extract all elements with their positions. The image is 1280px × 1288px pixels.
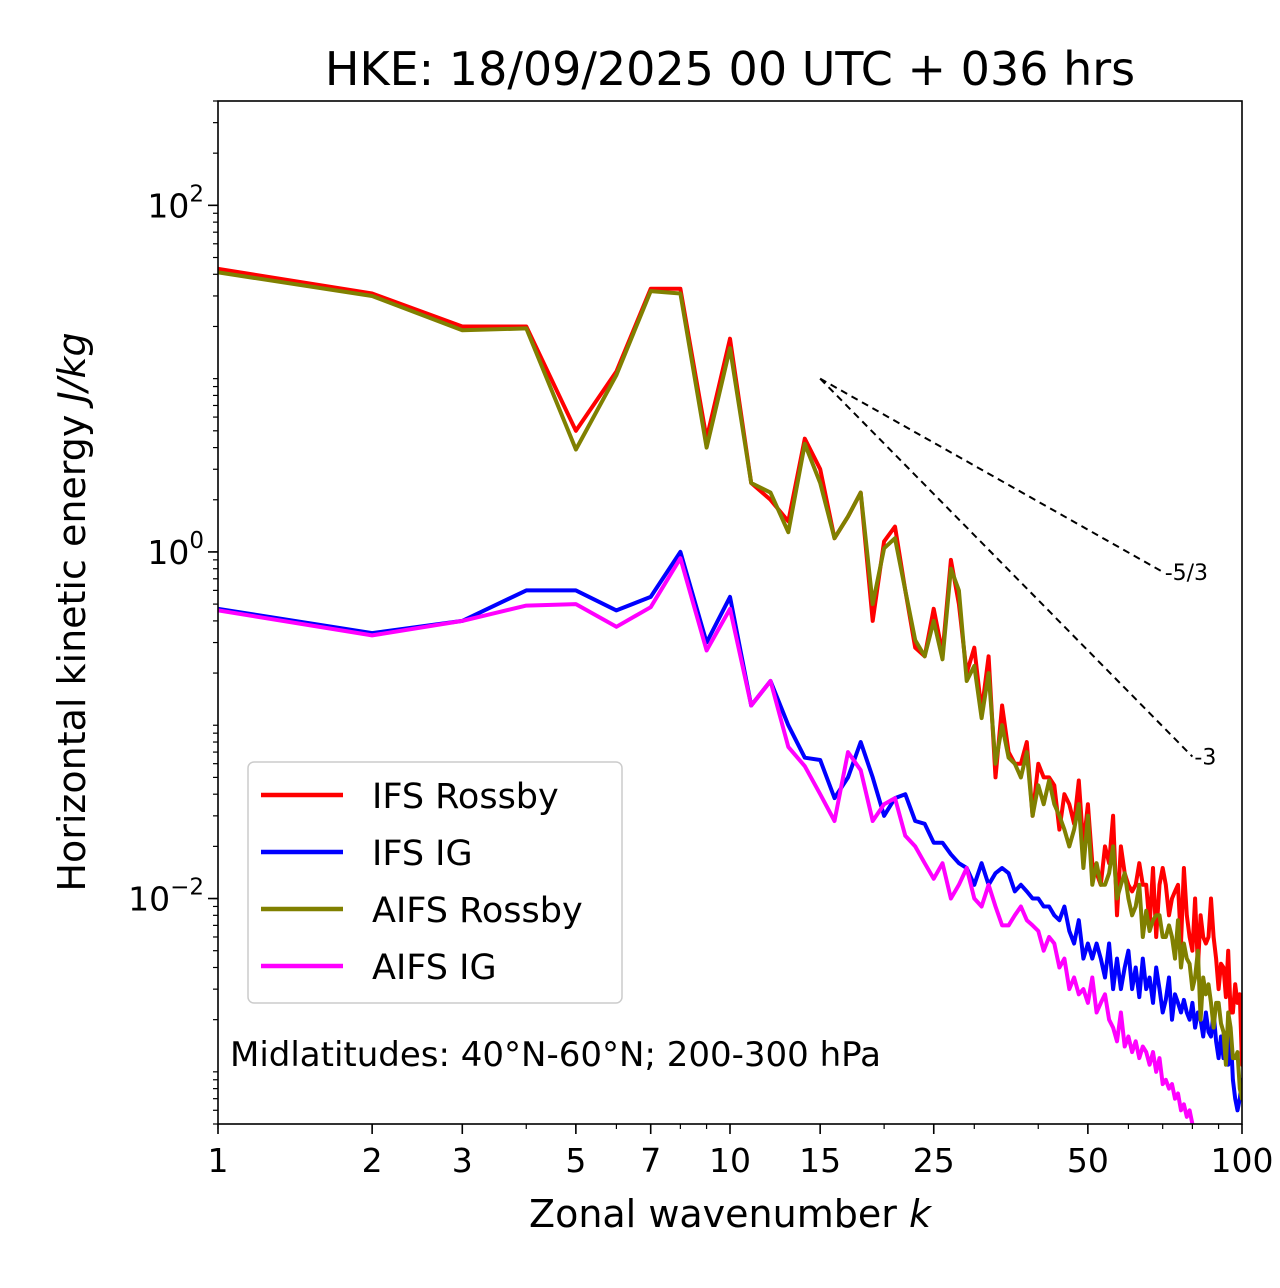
x-tick-label: 10 <box>709 1141 751 1180</box>
legend-label: IFS IG <box>372 834 473 874</box>
slope-line <box>819 377 1164 573</box>
reference-slopes: -5/3 -3 <box>819 377 1216 771</box>
x-tick-labels: 1 2 3 5 7 10 15 25 50 100 <box>208 1141 1274 1180</box>
legend-label: AIFS IG <box>372 948 497 988</box>
x-axis-label-var: k <box>909 1192 933 1236</box>
y-tick-label: 100 <box>147 528 204 572</box>
chart-title: HKE: 18/09/2025 00 UTC + 036 hrs <box>325 42 1135 96</box>
legend-box <box>247 761 623 1004</box>
slope-label: -5/3 <box>1165 561 1208 586</box>
legend-items: IFS Rossby IFS IG AIFS Rossby AIFS IG <box>261 777 583 988</box>
x-tick-label: 5 <box>565 1141 586 1180</box>
legend: IFS Rossby IFS IG AIFS Rossby AIFS IG <box>247 761 623 1004</box>
slope-line <box>819 377 1194 758</box>
series-line-aifs-ig <box>218 556 1195 1124</box>
y-tick-label: 10−2 <box>128 875 204 919</box>
y-tick-exponent: −2 <box>170 875 204 901</box>
x-axis-label: Zonal wavenumber k <box>529 1192 933 1236</box>
y-axis-label-unit: J/kg <box>50 332 94 409</box>
y-axis-label: Horizontal kinetic energy J/kg <box>50 332 94 891</box>
x-axis-label-text: Zonal wavenumber <box>529 1192 897 1236</box>
series-layer <box>218 266 1242 1124</box>
major-ticks <box>208 204 1243 1134</box>
x-tick-label: 3 <box>452 1141 473 1180</box>
y-tick-base: 10 <box>128 880 170 919</box>
x-tick-label: 1 <box>208 1141 229 1180</box>
y-tick-label: 102 <box>147 181 204 225</box>
series-line-aifs-rossby <box>218 270 1242 1101</box>
legend-label: AIFS Rossby <box>372 891 583 931</box>
x-tick-label: 2 <box>362 1141 383 1180</box>
x-tick-label: 7 <box>640 1141 661 1180</box>
region-annotation: Midlatitudes: 40°N-60°N; 200-300 hPa <box>230 1035 881 1075</box>
y-tick-base: 10 <box>147 533 189 572</box>
x-tick-label: 25 <box>913 1141 955 1180</box>
x-tick-label: 100 <box>1211 1141 1274 1180</box>
legend-label: IFS Rossby <box>372 777 559 817</box>
y-tick-exponent: 2 <box>189 181 204 207</box>
slope-label: -3 <box>1194 746 1216 771</box>
y-tick-exponent: 0 <box>189 528 204 554</box>
x-tick-label: 50 <box>1067 1141 1109 1180</box>
plot-frame <box>217 100 1243 1125</box>
y-tick-base: 10 <box>147 186 189 225</box>
y-axis-label-text: Horizontal kinetic energy <box>50 415 94 892</box>
x-tick-label: 15 <box>799 1141 841 1180</box>
